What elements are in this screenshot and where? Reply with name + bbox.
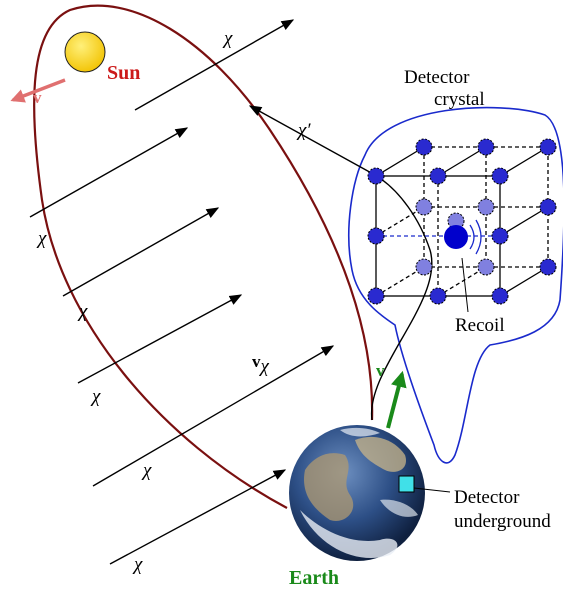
dark-matter-wind-arrows — [29, 19, 335, 565]
v-chi-label: vχ — [252, 352, 270, 377]
recoil-wave-2 — [475, 219, 482, 255]
detector-location-pointer — [413, 487, 451, 493]
chi-label-6: χ — [132, 554, 143, 575]
chi-label-5: χ — [141, 460, 152, 481]
chi-arrow-6 — [109, 469, 287, 565]
chi-arrow-4 — [77, 294, 243, 384]
recoil-pointer — [461, 257, 469, 313]
chi-label-2: χ — [36, 228, 47, 249]
detector-outline — [348, 106, 563, 464]
chi-arrow-3 — [62, 207, 220, 297]
sun-icon — [64, 31, 106, 73]
earth-velocity-arrow — [386, 370, 407, 429]
detector-underground-line1: Detector — [454, 487, 520, 508]
detector-title-line2: crystal — [434, 89, 485, 110]
earth-label: Earth — [289, 567, 339, 589]
detector-title-line1: Detector — [404, 67, 470, 88]
recoil-label: Recoil — [455, 315, 505, 336]
chi-arrow-2 — [29, 127, 189, 218]
lattice-atoms — [367, 138, 557, 305]
detector-underground-line2: underground — [454, 511, 551, 532]
sun-label: Sun — [107, 62, 140, 84]
chi-prime-label: χ′ — [296, 120, 311, 141]
chi-arrow-5 — [92, 345, 335, 487]
recoil-nucleus — [444, 225, 468, 249]
recoil-wave-1 — [469, 224, 475, 250]
chi-arrow-1 — [134, 19, 295, 111]
chi-label-4: χ — [90, 386, 101, 407]
sun-velocity-arrow — [10, 78, 66, 103]
detector-location-marker — [398, 475, 415, 493]
scattered-chi-arrow — [248, 105, 376, 176]
chi-label-1: χ — [222, 28, 233, 49]
chi-label-3: χ — [77, 301, 88, 322]
earth-velocity-label: v — [376, 361, 385, 380]
earth-icon — [289, 425, 425, 561]
sun-velocity-label: v — [33, 88, 42, 107]
earth-orbit — [33, 4, 374, 509]
